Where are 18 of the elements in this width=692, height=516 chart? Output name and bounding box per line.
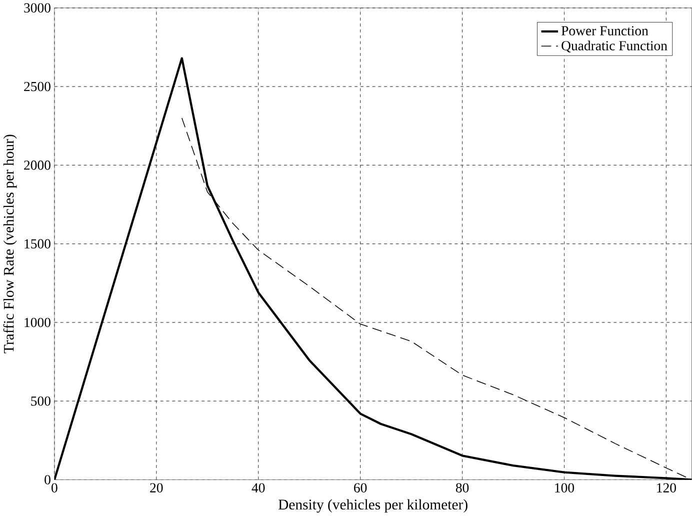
y-tick-label: 500 [31,396,50,406]
x-tick-label: 80 [456,483,469,493]
legend-label: Power Function [561,26,648,36]
y-tick-label: 1500 [24,239,50,249]
x-axis-title: Density (vehicles per kilometer) [278,499,468,513]
x-tick-label: 40 [252,483,265,493]
x-tick-label: 100 [555,483,574,493]
y-tick-label: 2500 [24,82,50,92]
y-tick-label: 3000 [24,3,50,13]
x-tick-label: 20 [150,483,163,493]
x-tick-label: 120 [657,483,676,493]
legend-label: Quadratic Function [562,40,668,52]
y-tick-label: 0 [44,475,50,484]
x-tick-label: 0 [52,483,58,493]
y-tick-label: 2000 [24,160,50,170]
y-tick-label: 1000 [24,318,50,328]
x-tick-label: 60 [354,483,367,493]
y-axis-title: Traffic Flow Rate (vehicles per hour) [3,134,17,354]
